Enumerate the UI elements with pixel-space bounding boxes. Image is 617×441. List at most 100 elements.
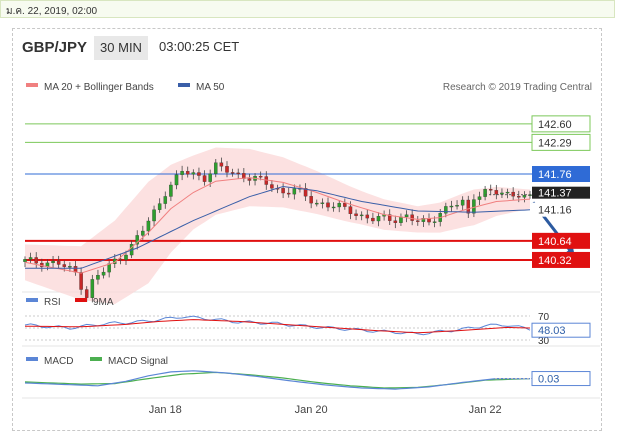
candle-body xyxy=(500,192,504,195)
candle-body xyxy=(365,214,370,219)
candle-body xyxy=(219,162,224,167)
macd-legend-swatch xyxy=(26,357,38,361)
candle-body xyxy=(359,214,364,217)
level-label: 142.60 xyxy=(538,119,572,131)
x-tick-label: Jan 18 xyxy=(149,404,182,416)
candle-body xyxy=(28,257,33,260)
candle-body xyxy=(230,172,235,174)
candle-body xyxy=(236,172,240,175)
rsi-level-label: 70 xyxy=(538,312,550,323)
rsi-level-label: 30 xyxy=(538,336,550,347)
rsi-legend-swatch xyxy=(26,298,38,302)
candle-body xyxy=(214,162,218,174)
candle-body xyxy=(281,188,285,194)
candle-body xyxy=(517,196,521,198)
candle-body xyxy=(404,214,409,218)
candle-body xyxy=(416,220,420,222)
candle-body xyxy=(79,272,83,290)
bollinger-band xyxy=(25,147,530,305)
candle-body xyxy=(371,217,375,222)
candle-body xyxy=(51,260,55,264)
candle-body xyxy=(466,199,471,214)
candle-body xyxy=(326,202,330,208)
candle-body xyxy=(315,202,319,205)
candle-body xyxy=(185,171,190,175)
candle-body xyxy=(511,191,515,197)
candle-body xyxy=(174,174,179,186)
x-tick-label: Jan 22 xyxy=(469,404,502,416)
level-label-box xyxy=(532,166,590,183)
level-label: 141.76 xyxy=(538,169,572,181)
candle-body xyxy=(202,175,207,182)
level-label: 140.64 xyxy=(538,236,572,248)
candle-body xyxy=(343,203,347,207)
candle-body xyxy=(247,178,252,181)
candle-body xyxy=(225,166,229,173)
candle-body xyxy=(90,279,95,298)
macd-signal-legend-label: MACD Signal xyxy=(108,356,168,367)
level-label: 142.29 xyxy=(538,137,572,149)
rsi-legend-label: RSI xyxy=(44,297,61,308)
candle-body xyxy=(399,216,403,223)
candle-body xyxy=(309,196,313,204)
rsi-value-label: 48.03 xyxy=(538,325,566,337)
candle-body xyxy=(107,263,111,273)
candle-body xyxy=(208,173,212,182)
ma50-legend-label: MA 50 xyxy=(196,82,225,93)
candle-body xyxy=(163,196,168,204)
candle-body xyxy=(101,271,106,276)
candle-body xyxy=(34,257,38,264)
candle-body xyxy=(146,220,151,232)
candle-body xyxy=(270,184,274,189)
level-label-box xyxy=(532,232,590,249)
candle-body xyxy=(522,195,527,198)
candle-body xyxy=(460,199,465,206)
rsi-value-box xyxy=(531,322,591,338)
candle-body xyxy=(292,188,297,195)
macd-line xyxy=(24,370,530,390)
candle-body xyxy=(169,184,173,197)
level-label-box xyxy=(532,251,590,268)
macd-value-box xyxy=(531,371,591,387)
candle-body xyxy=(488,189,493,191)
candle-body xyxy=(286,192,291,195)
candle-body xyxy=(444,206,448,214)
candle-body xyxy=(68,266,72,268)
candle-body xyxy=(191,172,196,175)
candle-body xyxy=(84,289,89,298)
macd-legend-label: MACD xyxy=(44,356,73,367)
ma20-line xyxy=(24,177,531,274)
candle-body xyxy=(449,205,454,208)
current-price-box xyxy=(532,186,590,199)
ma20-legend-swatch xyxy=(26,83,38,87)
candle-body xyxy=(376,216,381,222)
candle-body xyxy=(494,190,499,195)
candle-body xyxy=(505,191,510,194)
candle-body xyxy=(387,214,392,221)
candle-body xyxy=(303,188,308,197)
candle-body xyxy=(124,254,128,260)
level-label: 140.32 xyxy=(538,255,572,267)
symbol-label: GBP/JPY xyxy=(22,39,88,56)
candle-body xyxy=(141,230,145,236)
candle-body xyxy=(135,235,139,245)
rsi-ma-legend-label: 9MA xyxy=(93,297,114,308)
candle-body xyxy=(472,199,476,214)
candle-body xyxy=(410,214,414,221)
ma50-line xyxy=(25,185,531,269)
credit-text: Research © 2019 Trading Central xyxy=(443,82,592,93)
candle-body xyxy=(118,258,123,261)
level-label-box xyxy=(531,133,591,151)
candle-body xyxy=(421,218,426,222)
ma50-label-box xyxy=(532,202,590,217)
time-label: 03:00:25 CET xyxy=(159,39,240,54)
timeframe-button[interactable]: 30 MIN xyxy=(94,36,148,60)
ma50-value-label: 141.16 xyxy=(538,205,572,217)
candle-body xyxy=(393,220,398,223)
candle-body xyxy=(348,206,353,214)
candle-body xyxy=(62,264,67,267)
candle-body xyxy=(157,203,162,210)
candle-body xyxy=(96,275,100,280)
rsi-ma-legend-swatch xyxy=(75,298,87,302)
